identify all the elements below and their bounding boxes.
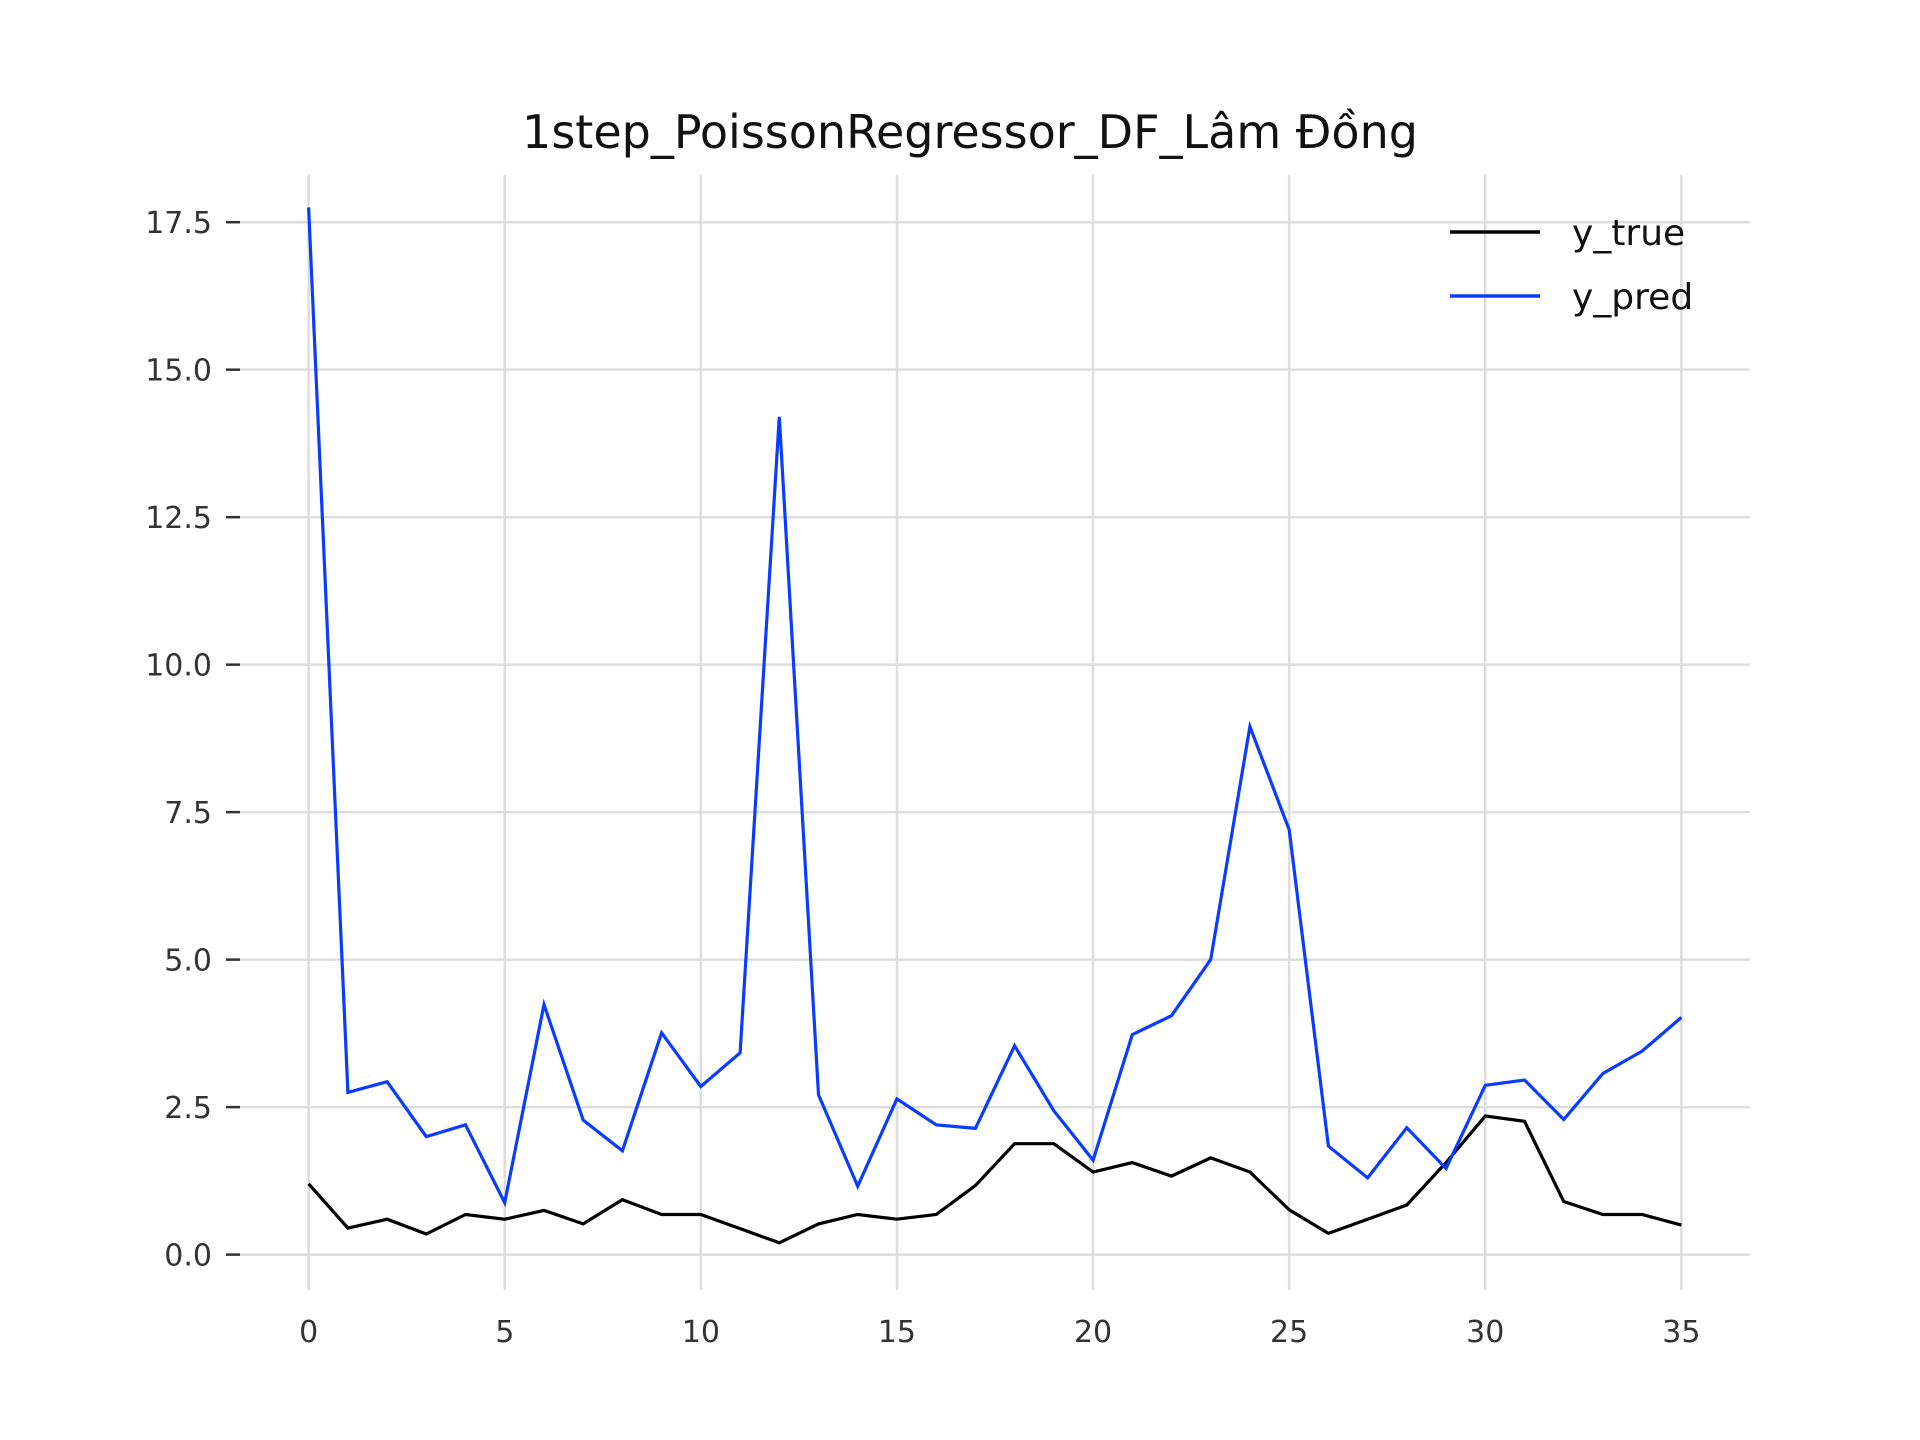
y-tick-label: 5.0: [164, 944, 212, 979]
x-tick-label: 35: [1662, 1315, 1700, 1350]
x-tick-label: 5: [495, 1315, 514, 1350]
grid: [240, 175, 1750, 1290]
y-tick-label: 15.0: [145, 354, 212, 389]
y-tick-label: 17.5: [145, 206, 212, 241]
x-tick-label: 0: [299, 1315, 318, 1350]
y-tick-label: 7.5: [164, 796, 212, 831]
chart-title: 1step_PoissonRegressor_DF_Lâm Đồng: [522, 105, 1418, 159]
x-tick-label: 10: [682, 1315, 720, 1350]
x-axis: 0 5 10 15 20 25 30 35: [299, 1315, 1700, 1350]
y-tick-label: 2.5: [164, 1091, 212, 1126]
x-tick-label: 25: [1270, 1315, 1308, 1350]
y-axis: 0.0 2.5 5.0 7.5 10.0 12.5 15.0 17.5: [145, 206, 240, 1274]
y-tick-label: 10.0: [145, 649, 212, 684]
legend: y_true y_pred: [1450, 213, 1693, 318]
x-tick-label: 15: [878, 1315, 916, 1350]
x-tick-label: 20: [1074, 1315, 1112, 1350]
y-tick-label: 0.0: [164, 1239, 212, 1274]
x-tick-label: 30: [1466, 1315, 1504, 1350]
series-line-y_true: [307, 1114, 1682, 1245]
series-line-y_pred: [307, 207, 1683, 1208]
legend-label-y_pred: y_pred: [1572, 277, 1693, 318]
y-tick-label: 12.5: [145, 501, 212, 536]
legend-label-y_true: y_true: [1572, 213, 1685, 254]
series-group: [307, 207, 1683, 1245]
